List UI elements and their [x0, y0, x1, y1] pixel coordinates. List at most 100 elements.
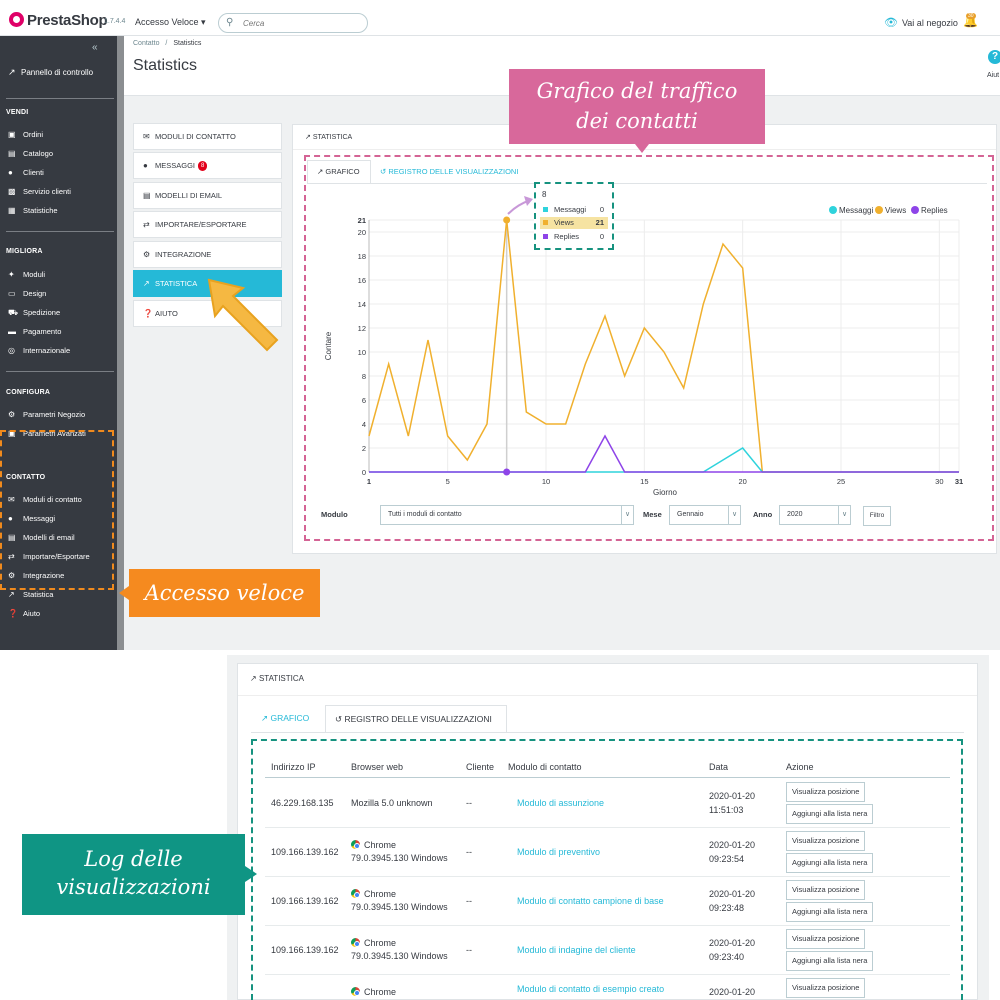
- column-header-ip: Indirizzo IP: [271, 762, 316, 772]
- help-icon[interactable]: ?: [988, 50, 1000, 64]
- page-title: Statistics: [133, 57, 198, 74]
- view-position-button[interactable]: Visualizza posizione: [786, 880, 866, 900]
- cell-form-link[interactable]: Modulo di assunzione: [517, 798, 605, 808]
- globe-icon: ◎: [8, 346, 15, 355]
- sidebar-item-label: Statistiche: [23, 206, 58, 215]
- search-input[interactable]: [243, 17, 358, 29]
- cogs-icon: ⚙: [143, 250, 151, 259]
- sidebar-item-aiuto[interactable]: ❓ Aiuto: [8, 609, 40, 618]
- tab-registro[interactable]: ↺ REGISTRO DELLE VISUALIZZAZIONI: [325, 705, 507, 733]
- tab-registro[interactable]: ↺ REGISTRO DELLE VISUALIZZAZIONI: [380, 160, 518, 184]
- menu-messaggi[interactable]: ● MESSAGGI 8: [133, 152, 282, 179]
- blacklist-button[interactable]: Aggiungi alla lista nera: [786, 853, 874, 873]
- sidebar-item-design[interactable]: ▭ Design: [8, 289, 46, 298]
- callout-traffic-chart: Grafico del traffico dei contatti: [509, 69, 765, 153]
- menu-label: INTEGRAZIONE: [155, 250, 212, 259]
- bar-chart-icon: ▦: [8, 206, 16, 215]
- sidebar-item-statistiche[interactable]: ▦ Statistiche: [8, 206, 58, 215]
- truck-icon: ⛟: [8, 308, 19, 317]
- filter-button[interactable]: Filtro: [863, 506, 891, 526]
- sidebar-item-messaggi[interactable]: ● Messaggi: [8, 514, 55, 523]
- exchange-icon: ⇄: [8, 552, 15, 561]
- prestashop-logo-icon[interactable]: [9, 12, 24, 27]
- sidebar-item-internazionale[interactable]: ◎ Internazionale: [8, 346, 70, 355]
- sidebar-item-integrazione[interactable]: ⚙ Integrazione: [8, 571, 64, 580]
- sidebar-item-servizio-clienti[interactable]: ▩ Servizio clienti: [8, 187, 71, 196]
- sidebar-item-catalogo[interactable]: ▤ Catalogo: [8, 149, 53, 158]
- module-select[interactable]: Tutti i moduli di contatto ∨: [380, 505, 634, 525]
- cell-date: 2020-01-20: [709, 889, 756, 899]
- quick-access-dropdown[interactable]: Accesso Veloce ▾: [135, 17, 206, 27]
- sidebar-item-label: Servizio clienti: [23, 187, 71, 196]
- file-icon: ▤: [8, 533, 16, 542]
- breadcrumb-separator: /: [165, 40, 168, 47]
- credit-card-icon: ▬: [8, 327, 16, 336]
- sidebar-item-dashboard[interactable]: ↗ Pannello di controllo: [8, 67, 93, 78]
- cell-form-link[interactable]: Modulo di indagine del cliente: [517, 945, 636, 955]
- cell-form-link[interactable]: Modulo di contatto di esempio creato: [517, 984, 665, 994]
- sidebar-item-importare-esportare[interactable]: ⇄ Importare/Esportare: [8, 552, 90, 561]
- column-header-form: Modulo di contatto: [508, 762, 582, 772]
- sidebar-item-label: Design: [23, 289, 47, 298]
- sidebar-item-modelli-di-email[interactable]: ▤ Modelli di email: [8, 533, 75, 542]
- cell-date: 2020-01-20: [709, 840, 756, 850]
- sidebar-item-moduli[interactable]: ✦ Moduli: [8, 270, 45, 279]
- collapse-sidebar-icon[interactable]: «: [92, 42, 98, 53]
- cell-form-link[interactable]: Modulo di preventivo: [517, 847, 601, 857]
- menu-statistica[interactable]: ↗ STATISTICA: [133, 270, 282, 297]
- divider: [238, 695, 977, 696]
- cell-form-link[interactable]: Modulo di contatto campione di base: [517, 896, 664, 906]
- legend-views[interactable]: Views: [875, 206, 906, 215]
- sidebar-item-spedizione[interactable]: ⛟ Spedizione: [8, 308, 60, 318]
- blacklist-button[interactable]: Aggiungi alla lista nera: [786, 804, 874, 824]
- menu-importare-esportare[interactable]: ⇄ IMPORTARE/ESPORTARE: [133, 211, 282, 238]
- month-select[interactable]: Gennaio ∨: [669, 505, 741, 525]
- view-position-button[interactable]: Visualizza posizione: [786, 929, 866, 949]
- breadcrumb-parent[interactable]: Contatto: [133, 40, 160, 47]
- blacklist-button[interactable]: Aggiungi alla lista nera: [786, 902, 874, 922]
- browser-name: Chrome: [364, 938, 397, 948]
- logo-text[interactable]: PrestaShop: [27, 12, 108, 29]
- legend-label: Views: [885, 206, 907, 215]
- help-label[interactable]: Aiut: [987, 72, 1000, 79]
- divider: [6, 231, 114, 232]
- line-chart-icon: ↗: [317, 167, 326, 176]
- legend-replies[interactable]: Replies: [911, 206, 948, 215]
- menu-modelli-di-email[interactable]: ▤ MODELLI DI EMAIL: [133, 182, 282, 209]
- tab-label: REGISTRO DELLE VISUALIZZAZIONI: [344, 714, 492, 724]
- tab-grafico[interactable]: ↗ GRAFICO: [261, 706, 309, 730]
- year-select[interactable]: 2020 ∨: [779, 505, 851, 525]
- sidebar-item-label: Parametri Avanzati: [23, 429, 86, 438]
- cell-browser-version: 79.0.3945.130 Windows: [351, 853, 448, 863]
- view-position-button[interactable]: Visualizza posizione: [786, 831, 866, 851]
- sidebar-item-label: Importare/Esportare: [23, 552, 90, 561]
- cell-ip: 46.229.168.135: [271, 798, 334, 808]
- sidebar-item-parametri-avanzati[interactable]: ▣ Parametri Avanzati: [8, 429, 86, 438]
- sidebar-item-clienti[interactable]: ● Clienti: [8, 168, 44, 177]
- puzzle-icon: ✦: [8, 270, 15, 279]
- sidebar-item-moduli-di-contatto[interactable]: ✉ Moduli di contatto: [8, 495, 82, 504]
- callout-line: dei contatti: [576, 109, 698, 133]
- sidebar-item-label: Integrazione: [23, 571, 65, 580]
- menu-moduli-di-contatto[interactable]: ✉ MODULI DI CONTATTO: [133, 123, 282, 150]
- sidebar-item-statistica[interactable]: ↗ Statistica: [8, 590, 53, 599]
- view-position-button[interactable]: Visualizza posizione: [786, 978, 866, 998]
- sidebar-item-label: Moduli: [23, 270, 46, 279]
- search-box[interactable]: ⚲: [218, 13, 368, 33]
- legend-messaggi[interactable]: Messaggi: [829, 206, 873, 215]
- sidebar-item-parametri-negozio[interactable]: ⚙ Parametri Negozio: [8, 410, 85, 419]
- menu-integrazione[interactable]: ⚙ INTEGRAZIONE: [133, 241, 282, 268]
- blacklist-button[interactable]: Aggiungi alla lista nera: [786, 951, 874, 971]
- log-panel-title: ↗ STATISTICA: [250, 674, 304, 683]
- view-position-button[interactable]: Visualizza posizione: [786, 782, 866, 802]
- view-store-link[interactable]: 👁 Vai al negozio: [884, 16, 958, 29]
- cell-client: --: [466, 798, 472, 808]
- sidebar-scrollbar[interactable]: [117, 36, 124, 650]
- chrome-icon: [351, 889, 360, 898]
- sidebar-item-label: Parametri Negozio: [23, 410, 86, 419]
- sidebar-item-pagamento[interactable]: ▬ Pagamento: [8, 327, 61, 336]
- callout-line: visualizzazioni: [56, 875, 211, 899]
- pointer-arrow-icon: [207, 278, 279, 352]
- browser-name: Chrome: [364, 889, 397, 899]
- sidebar-item-ordini[interactable]: ▣ Ordini: [8, 130, 43, 139]
